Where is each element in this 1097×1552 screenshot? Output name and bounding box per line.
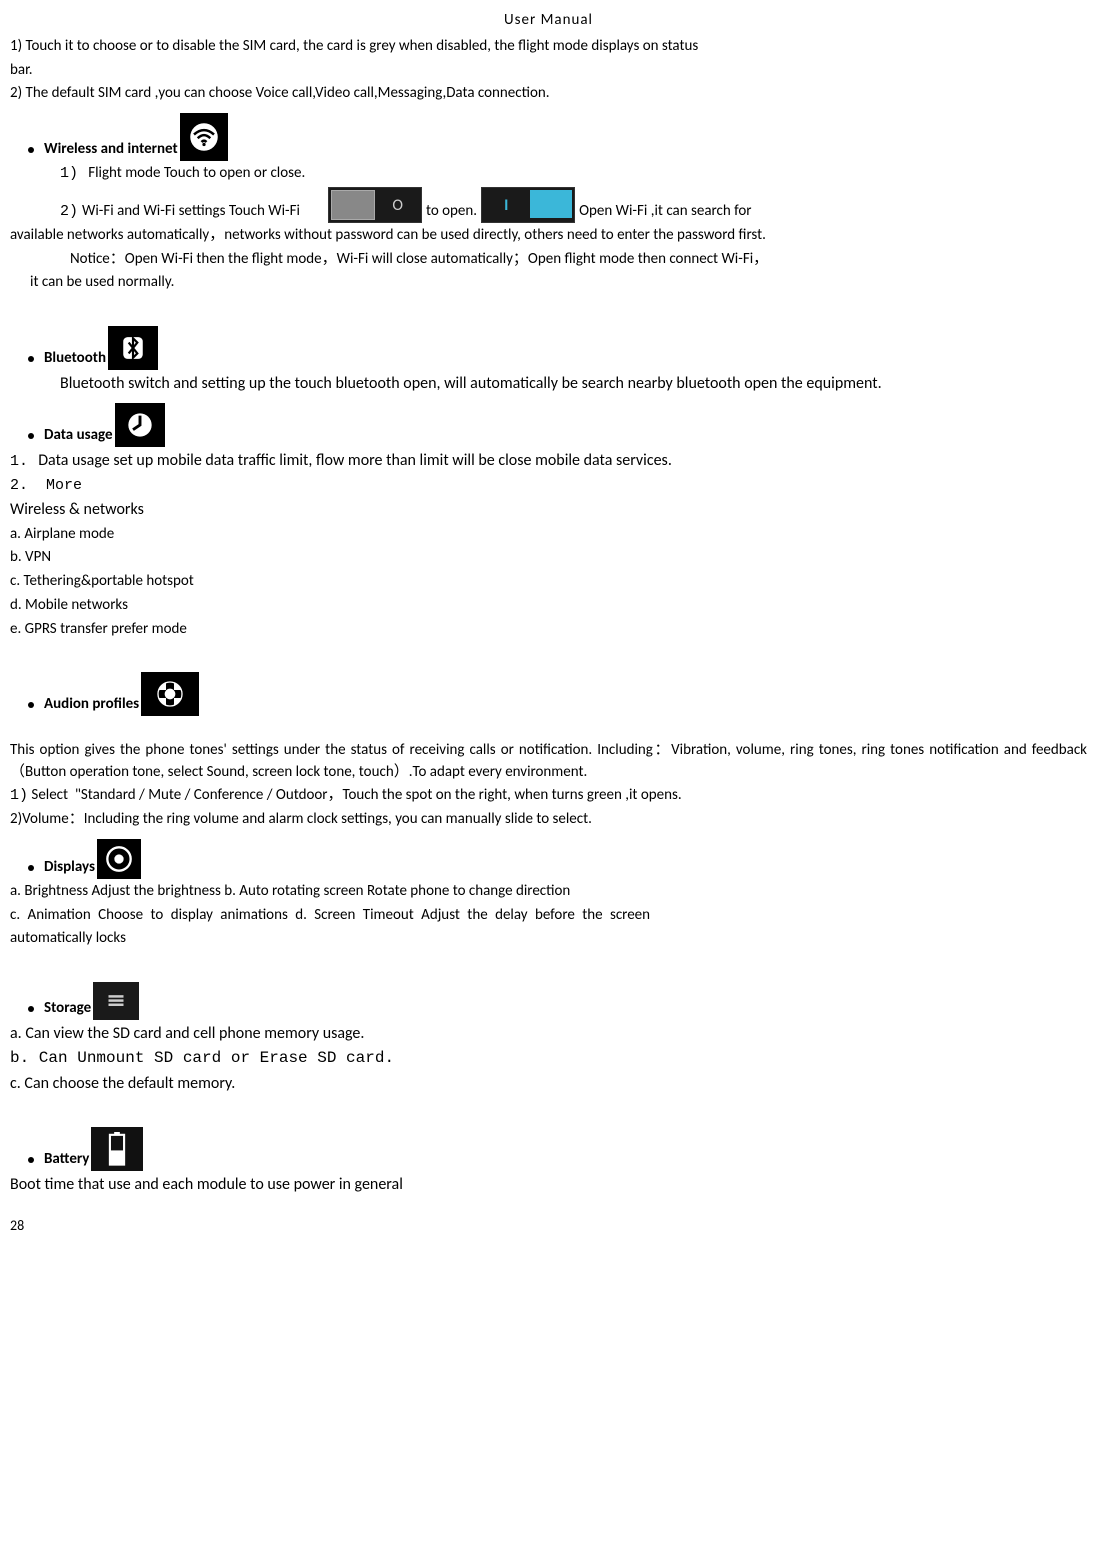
wireless-item2b: to open. <box>426 201 477 223</box>
audio-l1-text: Select "Standard / Mute / Conference / O… <box>31 786 681 804</box>
datausage-item2: 2. More <box>10 475 1087 497</box>
displays-line2b: automatically locks <box>10 928 1087 950</box>
wireless-title: Wireless and internet <box>44 139 178 161</box>
audio-line1: 1) Select "Standard / Mute / Conference … <box>10 785 1087 807</box>
storage-title: Storage <box>44 998 91 1020</box>
bullet-icon <box>28 356 34 362</box>
wifi-toggle-on-icon <box>481 187 575 223</box>
wireless-item1-text: Flight mode Touch to open or close. <box>88 164 305 182</box>
du-item1-num: 1. <box>10 453 28 470</box>
bluetooth-text: Bluetooth switch and setting up the touc… <box>60 372 1087 395</box>
wireless-item1: 1) Flight mode Touch to open or close. <box>60 163 1087 185</box>
section-battery: Battery <box>10 1127 1087 1171</box>
battery-text: Boot time that use and each module to us… <box>10 1173 1087 1196</box>
du-item2-text: More <box>46 477 82 494</box>
bullet-icon <box>28 147 34 153</box>
sim-line1: 1) Touch it to choose or to disable the … <box>10 36 1087 58</box>
wireless-item2-num: 2) <box>60 201 78 223</box>
wireless-item1-num: 1) <box>60 165 78 182</box>
battery-icon <box>91 1127 143 1171</box>
du-b: b. VPN <box>10 547 1087 569</box>
datausage-icon <box>115 403 165 447</box>
bullet-icon <box>28 702 34 708</box>
du-subtitle: Wireless & networks <box>10 498 1087 521</box>
wireless-item2: 2) Wi-Fi and Wi-Fi settings Touch Wi-Fi … <box>60 187 1087 223</box>
display-icon <box>97 839 141 879</box>
section-bluetooth: Bluetooth <box>10 326 1087 370</box>
sim-line2: 2) The default SIM card ,you can choose … <box>10 83 1087 105</box>
section-wireless: Wireless and internet <box>10 113 1087 161</box>
displays-line1: a. Brightness Adjust the brightness b. A… <box>10 881 1087 903</box>
storage-c: c. Can choose the default memory. <box>10 1072 1087 1095</box>
bullet-icon <box>28 433 34 439</box>
section-storage: Storage <box>10 982 1087 1020</box>
wireless-item2a: Wi-Fi and Wi-Fi settings Touch Wi-Fi <box>82 201 300 223</box>
audio-l1-prefix: 1) <box>10 787 28 804</box>
wireless-notice2: it can be used normally. <box>30 272 1087 294</box>
storage-a: a. Can view the SD card and cell phone m… <box>10 1022 1087 1045</box>
datausage-title: Data usage <box>44 425 113 447</box>
section-displays: Displays <box>10 839 1087 879</box>
wireless-item2c: Open Wi-Fi ,it can search for <box>579 201 751 223</box>
audio-icon <box>141 672 199 716</box>
storage-icon <box>93 982 139 1020</box>
sim-line1-cont: bar. <box>10 60 1087 82</box>
wireless-item2d: available networks automatically，network… <box>10 225 1087 247</box>
bluetooth-title: Bluetooth <box>44 348 106 370</box>
audio-para: This option gives the phone tones' setti… <box>10 740 1087 784</box>
bullet-icon <box>28 865 34 871</box>
du-item1-text: Data usage set up mobile data traffic li… <box>38 451 672 470</box>
du-d: d. Mobile networks <box>10 595 1087 617</box>
bluetooth-icon <box>108 326 158 370</box>
du-e: e. GPRS transfer prefer mode <box>10 619 1087 641</box>
displays-title: Displays <box>44 857 95 879</box>
storage-b: b. Can Unmount SD card or Erase SD card. <box>10 1047 1087 1070</box>
du-item2-num: 2. <box>10 477 28 494</box>
page-header: User Manual <box>10 10 1087 32</box>
audio-title: Audion profiles <box>44 694 139 716</box>
bullet-icon <box>28 1157 34 1163</box>
bullet-icon <box>28 1006 34 1012</box>
wifi-toggle-off-icon <box>328 187 422 223</box>
datausage-item1: 1. Data usage set up mobile data traffic… <box>10 449 1087 473</box>
wifi-icon <box>180 113 228 161</box>
wireless-notice: Notice：Open Wi-Fi then the flight mode，W… <box>70 249 1087 271</box>
du-a: a. Airplane mode <box>10 524 1087 546</box>
battery-title: Battery <box>44 1149 89 1171</box>
du-c: c. Tethering&portable hotspot <box>10 571 1087 593</box>
section-datausage: Data usage <box>10 403 1087 447</box>
displays-line2a: c. Animation Choose to display animation… <box>10 905 1087 927</box>
audio-line2: 2)Volume：Including the ring volume and a… <box>10 809 1087 831</box>
page-number: 28 <box>10 1216 1087 1236</box>
section-audio: Audion profiles <box>10 672 1087 716</box>
